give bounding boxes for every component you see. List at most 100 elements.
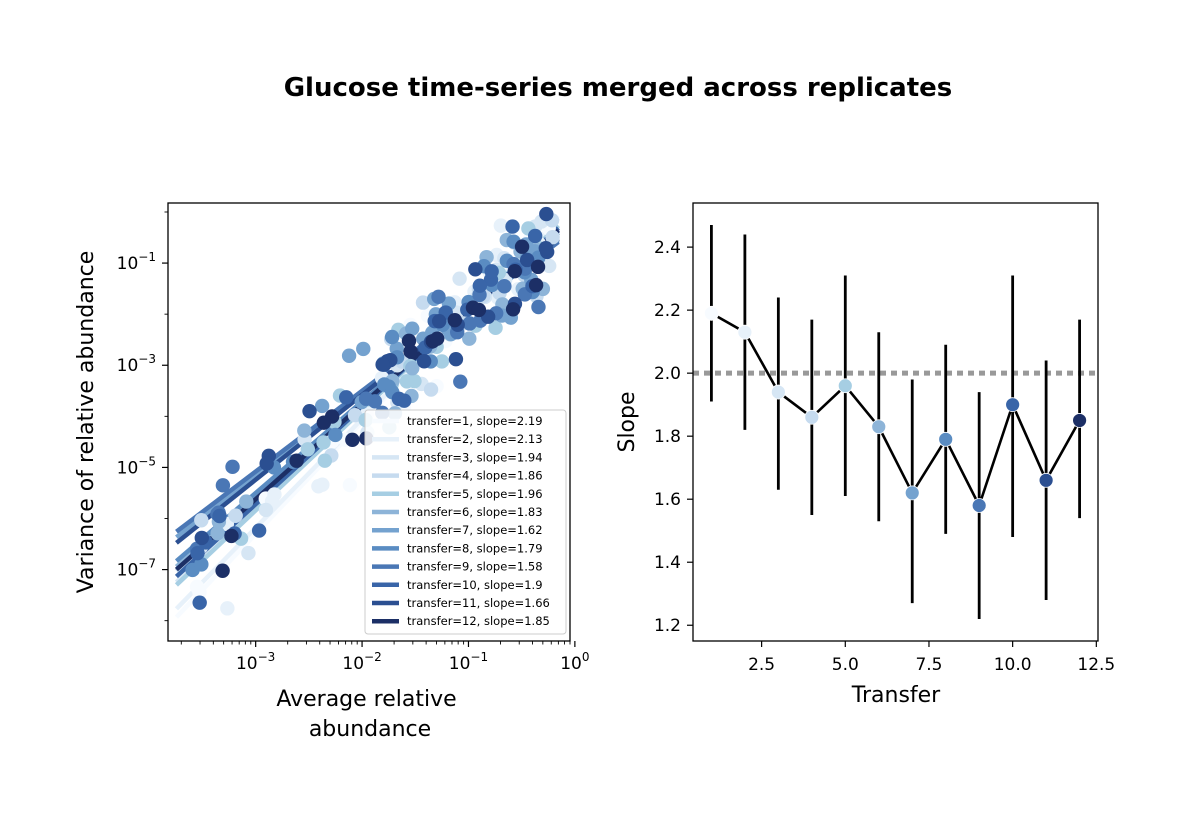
slope-x-tick-label: 10.0 [994,655,1032,675]
point-transfer-5 [300,442,315,457]
point-transfer-12 [215,563,230,578]
point-transfer-12 [401,333,417,349]
slope-point-transfer-2 [737,324,753,340]
point-transfer-7 [405,321,420,336]
legend-label-transfer-1: transfer=1, slope=2.19 [407,414,543,428]
point-transfer-10 [339,390,354,405]
point-transfer-6 [405,361,420,376]
point-transfer-12 [514,239,530,254]
slope-point-transfer-10 [1005,397,1021,413]
x-tick-label: 10−2 [342,650,381,674]
point-transfer-11 [538,240,554,256]
point-transfer-5 [488,320,503,336]
point-transfer-10 [505,219,520,234]
x-tick-label: 10−3 [236,650,275,674]
point-transfer-11 [448,352,464,367]
legend-box [364,409,567,635]
slope-point-transfer-5 [837,378,853,394]
point-transfer-12 [505,302,521,317]
point-transfer-12 [403,344,418,359]
point-transfer-10 [190,545,205,561]
slope-y-axis-label: Slope [615,391,640,452]
slope-y-tick-label: 1.4 [654,553,681,573]
scatter-points [185,206,560,616]
point-transfer-4 [194,513,209,528]
slope-point-transfer-1 [704,305,719,321]
point-transfer-6 [210,526,225,541]
slope-x-tick-label: 7.5 [915,655,942,675]
point-transfer-12 [224,528,239,544]
point-transfer-7 [314,398,330,414]
slope-series-line [710,312,1081,509]
slope-points [704,305,1087,513]
point-transfer-8 [384,329,400,345]
x-tick-label: 100 [560,650,589,674]
point-transfer-10 [192,595,207,610]
point-transfer-11 [519,252,535,268]
point-transfer-11 [375,357,390,372]
legend-label-transfer-12: transfer=12, slope=1.85 [407,614,550,628]
point-transfer-10 [527,228,543,244]
point-transfer-2 [493,218,509,233]
slope-y-tick-label: 1.2 [654,616,681,636]
slope-point-transfer-8 [938,431,954,447]
slope-point-transfer-9 [971,498,987,513]
point-transfer-4 [228,508,243,523]
legend-label-transfer-10: transfer=10, slope=1.9 [407,578,543,592]
y-tick-label: 10−7 [117,557,156,581]
x-label-line-1: Average relative [276,687,456,712]
point-transfer-12 [530,259,546,275]
point-transfer-4 [423,382,439,397]
slope-y-tick-label: 2.0 [654,364,681,384]
slope-point-transfer-12 [1072,413,1087,428]
point-transfer-3 [258,502,274,518]
point-transfer-11 [302,403,317,419]
figure-title: Glucose time-series merged across replic… [284,73,953,103]
point-transfer-9 [462,316,477,331]
x-label-line-2: abundance [309,717,431,742]
point-transfer-5 [316,435,331,450]
point-transfer-5 [434,354,450,369]
legend-label-transfer-7: transfer=7, slope=1.62 [407,523,543,537]
point-transfer-8 [328,427,343,443]
point-transfer-10 [251,523,267,538]
point-transfer-12 [345,432,360,448]
point-transfer-9 [431,289,446,305]
slope-x-tick-label: 12.5 [1077,655,1115,675]
point-transfer-3 [241,545,256,561]
point-transfer-9 [215,478,231,493]
point-transfer-12 [471,302,487,318]
point-transfer-2 [220,601,235,616]
point-transfer-7 [341,348,357,363]
point-transfer-10 [397,393,412,408]
point-transfer-11 [539,206,554,222]
slope-panel: 2.5 5.0 7.5 10.0 12.5 1.2 1.4 1.6 1.8 2.0 2.2 2.4 T… [615,202,1115,708]
y-tick-label: 10−1 [117,250,156,274]
slope-y-tick-label: 2.4 [654,238,681,258]
legend-label-transfer-8: transfer=8, slope=1.79 [407,541,543,555]
point-transfer-6 [239,494,254,509]
point-transfer-10 [212,508,227,524]
point-transfer-12 [429,331,445,346]
point-transfer-9 [358,391,374,406]
slope-point-transfer-3 [770,384,786,400]
point-transfer-12 [507,263,522,279]
legend-label-transfer-9: transfer=9, slope=1.58 [407,560,543,574]
scatter-axis-ticks: 10−3 10−2 10−1 100 10−7 10−5 10−3 10−1 [117,211,590,674]
point-transfer-2 [311,479,326,494]
slope-x-tick-label: 2.5 [748,655,775,675]
error-bars [710,225,1081,619]
scatter-x-axis-label: Average relative abundance [276,687,463,742]
slope-x-tick-label: 5.0 [832,655,859,675]
scatter-panel: 10−3 10−2 10−1 100 10−7 10−5 10−3 10−1 transfer… [74,202,590,742]
slope-point-transfer-7 [904,485,920,501]
point-transfer-11 [431,314,447,329]
point-transfer-12 [289,453,304,468]
point-transfer-7 [356,341,371,357]
slope-axis-ticks: 2.5 5.0 7.5 10.0 12.5 1.2 1.4 1.6 1.8 2.0 2.2 2.4 [654,238,1115,675]
point-transfer-11 [259,456,274,471]
point-transfer-11 [416,354,432,369]
point-transfer-2 [267,487,282,502]
point-transfer-5 [399,374,415,389]
